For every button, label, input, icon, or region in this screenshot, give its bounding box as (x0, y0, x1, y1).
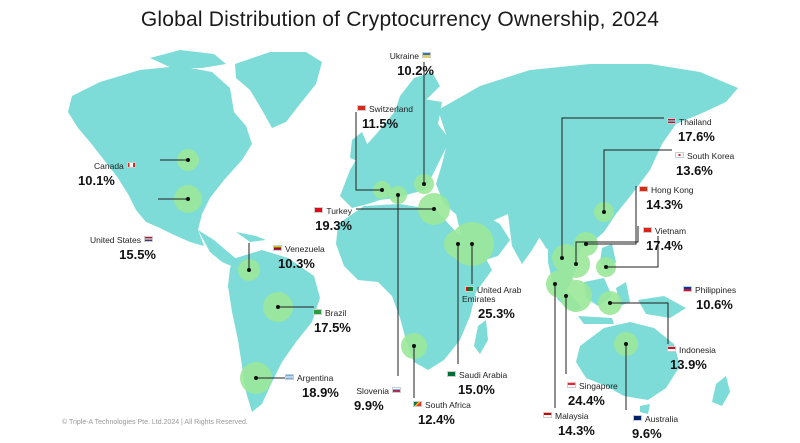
dot-ukraine (422, 182, 426, 186)
copyright-notice: © Triple-A Technologies Pte. Ltd.2024 | … (62, 419, 248, 426)
dot-argentina (254, 376, 258, 380)
dot-venezuela (247, 268, 251, 272)
label-vietnam: Vietnam 17.4% (640, 222, 686, 252)
landmass-madagascar (474, 320, 488, 354)
flag-australia-icon (633, 415, 642, 421)
landmass-asia (436, 64, 738, 256)
dot-hong-kong (584, 242, 588, 246)
flag-slovenia-icon (392, 387, 401, 393)
landmass-australia (576, 322, 680, 400)
landmass-java (578, 316, 614, 324)
bubble-singapore (560, 280, 592, 312)
flag-thailand-icon (667, 118, 676, 124)
leader-hong-kong (586, 186, 637, 245)
label-turkey: Turkey 19.3% (314, 206, 352, 233)
landmass-caribbean (236, 232, 266, 242)
label-switzerland: Switzerland 11.5% (354, 100, 413, 130)
flag-south-africa-icon (413, 401, 422, 407)
label-thailand: Thailand 17.6% (664, 113, 715, 143)
label-australia: Australia 9.6% (632, 414, 679, 441)
label-slovenia: Slovenia 9.9% (348, 382, 404, 412)
leader-dots (186, 158, 628, 380)
landmass-india (508, 214, 544, 264)
flag-indonesia-icon (667, 346, 676, 352)
landmass-tasmania (640, 404, 650, 414)
flag-argentina-icon (285, 374, 294, 380)
landmass-uk (350, 132, 368, 162)
landmass-north-america (68, 66, 252, 246)
label-ukraine: Ukraine 10.2% (389, 51, 434, 78)
dot-turkey (432, 207, 436, 211)
leader-switzerland (355, 112, 382, 191)
label-singapore: Singapore 24.4% (567, 381, 618, 408)
dot-south-africa (412, 344, 416, 348)
dot-thailand (560, 256, 564, 260)
label-saudi-arabia: Saudi Arabia 15.0% (444, 366, 507, 396)
label-philippines: Philippines 10.6% (680, 281, 736, 311)
label-south-africa: South Africa 12.4% (410, 396, 471, 426)
label-canada: Canada 10.1% (78, 157, 139, 187)
flag-hong-kong-icon (639, 186, 648, 192)
dot-vietnam (574, 262, 578, 266)
landmass-new-guinea (638, 296, 686, 318)
leader-philippines (606, 236, 659, 268)
flag-philippines-icon (683, 286, 692, 292)
label-hong-kong: Hong Kong 14.3% (636, 181, 694, 211)
dot-malaysia (553, 282, 557, 286)
dot-canada (186, 158, 190, 162)
landmass-arctic-islands (150, 50, 226, 68)
label-argentina: Argentina 18.9% (282, 369, 339, 399)
flag-vietnam-icon (643, 227, 652, 233)
flag-brazil-icon (313, 309, 322, 315)
label-south-korea: South Korea 13.6% (675, 151, 735, 178)
leader-south-korea (603, 149, 672, 212)
dot-philippines (604, 265, 608, 269)
dot-saudi-arabia (456, 242, 460, 246)
flag-malaysia-icon (543, 412, 552, 418)
leader-lines (158, 62, 672, 410)
leader-indonesia (610, 302, 669, 344)
flag-uae-icon (465, 286, 474, 292)
dot-switzerland (380, 188, 384, 192)
landmass-central-america (198, 230, 240, 268)
dot-singapore (564, 294, 568, 298)
flag-saudi-arabia-icon (447, 371, 456, 377)
dot-indonesia (608, 301, 612, 305)
dot-united-states (186, 197, 190, 201)
map-title: Global Distribution of Cryptocurrency Ow… (140, 8, 660, 31)
dot-uae (470, 242, 474, 246)
flag-singapore-icon (567, 382, 576, 388)
landmass-japan (622, 152, 644, 196)
label-malaysia: Malaysia 14.3% (540, 407, 595, 437)
flag-turkey-icon (314, 207, 324, 213)
flag-united-states-icon (144, 236, 153, 242)
label-indonesia: Indonesia 13.9% (664, 341, 716, 371)
leader-vietnam (575, 226, 639, 264)
label-uae: United Arab Emirates 25.3% (462, 285, 522, 321)
flag-switzerland-icon (357, 105, 366, 111)
leader-thailand (561, 117, 664, 258)
dot-brazil (276, 305, 280, 309)
landmass-new-zealand (712, 376, 730, 406)
label-brazil: Brazil 17.5% (313, 308, 351, 335)
flag-ukraine-icon (422, 52, 431, 58)
label-united-states: United States 15.5% (89, 235, 156, 262)
dot-slovenia (396, 193, 400, 197)
flag-venezuela-icon (273, 245, 282, 251)
landmass-scandinavia (392, 72, 440, 120)
dot-south-korea (602, 210, 606, 214)
flag-canada-icon (126, 162, 136, 168)
flag-south-korea-icon (675, 152, 684, 158)
dot-australia (624, 342, 628, 346)
landmass-greenland (235, 52, 322, 128)
label-venezuela: Venezuela 10.3% (270, 240, 325, 270)
